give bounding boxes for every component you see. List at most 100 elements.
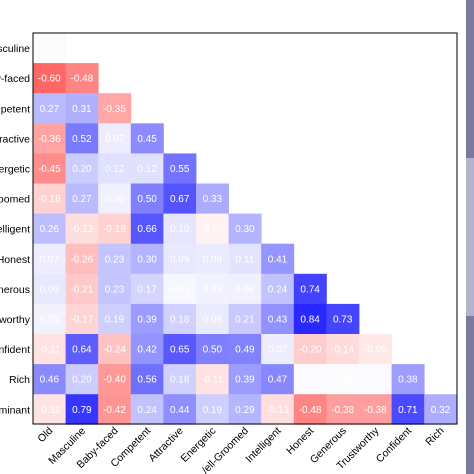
- row-tick-label: petent: [1, 103, 30, 115]
- heatmap-cell: [33, 183, 66, 214]
- heatmap-cell: [130, 183, 164, 214]
- heatmap-cell: [130, 213, 164, 245]
- cell-value-label: 0.29: [235, 405, 255, 416]
- heatmap-cell: [326, 394, 360, 425]
- cell-value-label: 0.56: [137, 375, 157, 386]
- heatmap-cell: [196, 243, 229, 275]
- cell-value-label: 0.23: [105, 254, 125, 265]
- cell-value-label: 0.05: [40, 314, 60, 325]
- heatmap-cell: [65, 334, 99, 365]
- heatmap-cell: [98, 183, 132, 214]
- cell-value-label: -0.36: [38, 134, 61, 145]
- heatmap-cell: [163, 364, 197, 395]
- cell-value-label: 0.05: [203, 284, 223, 295]
- heatmap-cell: [98, 243, 132, 275]
- cell-value-label: 0.18: [170, 314, 190, 325]
- heatmap-cell: [359, 334, 392, 365]
- column-tick-label: Confident: [374, 425, 414, 465]
- heatmap-cell: [98, 273, 132, 305]
- cell-value-label: 0.27: [40, 104, 60, 115]
- row-tick-label: Honest: [0, 254, 30, 266]
- heatmap-cell: [33, 243, 66, 275]
- cell-value-label: 0.43: [268, 314, 288, 325]
- cell-value-label: 0.12: [105, 164, 125, 175]
- heatmap-cell: [98, 334, 132, 365]
- heatmap-cell: [65, 394, 99, 425]
- colorbar-segment: [466, 0, 474, 159]
- cell-value-label: 0.55: [170, 164, 190, 175]
- heatmap-cell: [326, 334, 360, 365]
- cell-value-label: 0.06: [105, 194, 125, 205]
- heatmap-cell: [98, 123, 132, 154]
- column-tick-label: Intelligent: [243, 425, 283, 465]
- cell-value-label: 0.52: [72, 134, 92, 145]
- cell-value-label: 0.30: [235, 224, 255, 235]
- heatmap-cell: [163, 213, 197, 245]
- heatmap-cell: [33, 273, 66, 305]
- cell-value-label: -0.05: [201, 224, 224, 235]
- heatmap-cell: [196, 273, 229, 305]
- cell-value-label: 0.39: [235, 375, 255, 386]
- cell-value-label: -0.60: [38, 74, 61, 85]
- heatmap-cell: [98, 153, 132, 184]
- cell-value-label: -0.48: [71, 74, 94, 85]
- cell-value-label: 0.03: [170, 284, 190, 295]
- cell-value-label: 0.01: [40, 44, 60, 55]
- cell-value-label: -0.38: [331, 405, 354, 416]
- heatmap-cell: [33, 394, 66, 425]
- heatmap-cell: [130, 273, 164, 305]
- cell-value-label: -0.14: [331, 345, 354, 356]
- cell-value-label: 0.17: [137, 284, 157, 295]
- cell-value-label: 0.32: [431, 405, 451, 416]
- cell-value-label: -0.42: [103, 405, 126, 416]
- cell-value-label: 0.73: [333, 314, 353, 325]
- cell-value-label: 0.09: [170, 254, 190, 265]
- cell-value-label: 0.64: [72, 345, 92, 356]
- heatmap-cell: [65, 123, 99, 154]
- cell-value-label: 0.30: [137, 254, 157, 265]
- column-labels: OldMasculineBaby-facedCompetentAttractiv…: [35, 424, 446, 474]
- heatmap-cell: [98, 394, 132, 425]
- cell-value-label: 0.27: [72, 194, 92, 205]
- heatmap-cell: [33, 63, 66, 94]
- heatmap-cell: [98, 364, 132, 395]
- cell-value-label: 0.19: [203, 405, 223, 416]
- cell-value-label: 0.49: [235, 345, 255, 356]
- heatmap-cell: [33, 334, 66, 365]
- cell-value-label: 0.46: [40, 375, 60, 386]
- cell-value-label: 0.20: [72, 164, 92, 175]
- cell-value-label: 0.50: [137, 194, 157, 205]
- heatmap-cell: [163, 273, 197, 305]
- cell-value-label: -0.11: [201, 375, 223, 386]
- cell-value-label: 0.47: [268, 375, 288, 386]
- heatmap-cell: [293, 303, 327, 335]
- cell-value-label: 0.24: [268, 284, 288, 295]
- heatmap-cell: [293, 364, 327, 395]
- cell-value-label: 0.02: [300, 375, 320, 386]
- heatmap-cell: [33, 33, 66, 64]
- heatmap-cell: [196, 303, 229, 335]
- heatmap-cell: [65, 303, 99, 335]
- heatmap-cell: [196, 364, 229, 395]
- cell-value-label: 0.01: [333, 375, 353, 386]
- cell-value-label: 0.74: [300, 284, 320, 295]
- heatmap-cell: [196, 213, 229, 245]
- heatmap-cell: [65, 364, 99, 395]
- heatmap-cell: [163, 334, 197, 365]
- cell-value-label: 0.26: [40, 224, 60, 235]
- cell-value-label: 0.66: [137, 224, 157, 235]
- heatmap-cell: [326, 303, 360, 335]
- cell-value-label: 0.08: [203, 314, 223, 325]
- heatmap-cell: [163, 243, 197, 275]
- heatmap-cell: [33, 153, 66, 184]
- cell-value-label: 0.20: [72, 375, 92, 386]
- cell-value-label: -0.48: [299, 405, 322, 416]
- heatmap-cell: [65, 153, 99, 184]
- row-tick-label: ergetic: [0, 163, 30, 175]
- heatmap-cell: [196, 183, 229, 214]
- heatmap-cell: [163, 303, 197, 335]
- heatmap-cell: [130, 243, 164, 275]
- heatmap-cell: [261, 364, 295, 395]
- cell-value-label: -0.11: [38, 345, 60, 356]
- heatmap-cell: [130, 394, 164, 425]
